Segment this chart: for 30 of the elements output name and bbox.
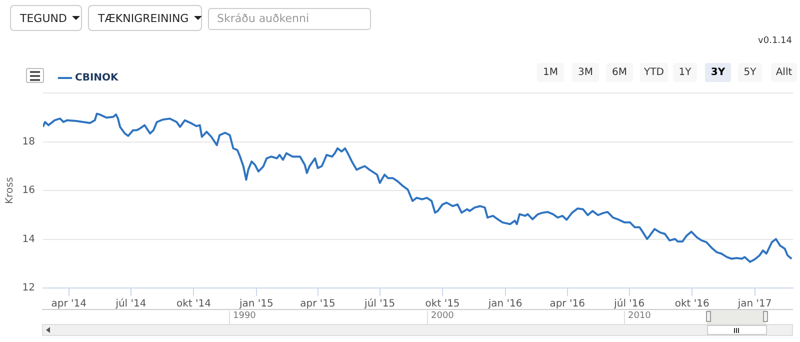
x-tick-label: okt '16 (674, 298, 710, 310)
x-tick-label: apr '15 (300, 298, 336, 310)
y-axis-title: Kross (4, 177, 16, 204)
text: 3Y (705, 63, 731, 82)
x-tick-label: júl '16 (613, 298, 645, 310)
text: TÆKNIGREINING (98, 12, 189, 24)
y-tick-label: 18 (22, 136, 35, 148)
x-tick-label: jan '17 (736, 298, 772, 310)
text: 6M (606, 63, 633, 82)
text: 1M (537, 63, 564, 82)
text: 1Y (673, 63, 697, 82)
x-tick-label: jan '15 (238, 298, 274, 310)
text: 3M (572, 63, 599, 82)
text: Skráðu auðkenni (208, 8, 371, 30)
x-tick-label: júl '15 (364, 298, 396, 310)
x-tick-label: apr '16 (550, 298, 585, 310)
text: 5Y (738, 63, 762, 82)
x-tick-label: okt '14 (176, 298, 211, 310)
text: YTD (640, 63, 668, 82)
text: Allt (771, 63, 797, 82)
y-tick-label: 14 (22, 234, 35, 245)
legend-label: CBINOK (75, 72, 120, 84)
x-tick-label: okt '15 (425, 298, 460, 310)
x-tick-label: apr '14 (51, 298, 87, 310)
text: TEGUND (20, 12, 67, 24)
y-tick-label: 16 (22, 185, 35, 196)
text: v0.1.14 (758, 36, 792, 46)
x-tick-label: jan '16 (487, 298, 522, 310)
y-tick-label: 12 (22, 282, 35, 294)
x-tick-label: júl '14 (114, 298, 146, 310)
